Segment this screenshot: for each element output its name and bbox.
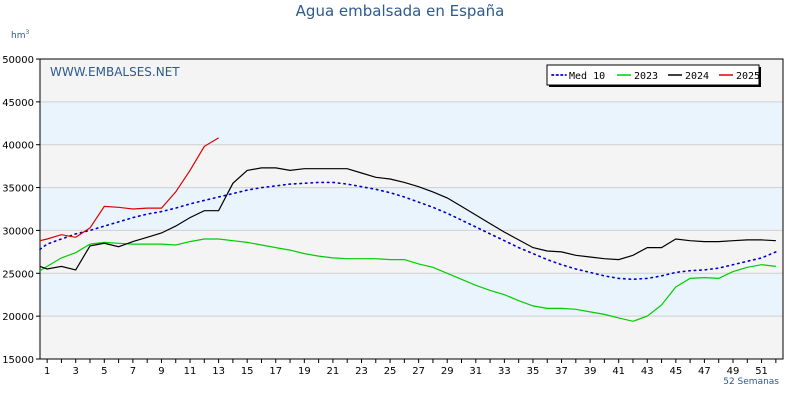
series-line-2023	[39, 238, 776, 322]
legend: Med 10 2023 2024 2025	[546, 64, 761, 87]
x-tick-label: 31	[469, 366, 482, 377]
plot-band	[40, 273, 783, 317]
plot-frame	[39, 58, 784, 360]
x-tick-label: 17	[269, 366, 282, 377]
legend-shadow-bottom	[549, 85, 761, 87]
y-tick-label: 50000	[2, 55, 34, 66]
y-axis-unit: hm3	[11, 29, 29, 41]
x-tick-label: 7	[130, 366, 136, 377]
x-tick-label: 5	[101, 366, 107, 377]
legend-label: 2025	[736, 71, 760, 82]
y-axis-ticks: 15000 20000 25000 30000 35000 40000 45000 50000	[2, 55, 40, 366]
y-tick-label: 15000	[2, 355, 34, 366]
x-tick-label: 49	[727, 366, 740, 377]
y-axis-unit-superscript: 3	[25, 29, 29, 36]
y-tick-label: 30000	[2, 226, 34, 237]
x-tick-label: 29	[441, 366, 454, 377]
y-tick-label: 45000	[2, 98, 34, 109]
x-tick-label: 11	[184, 366, 197, 377]
x-tick-label: 43	[641, 366, 654, 377]
y-axis-unit-base: hm	[11, 31, 25, 41]
x-tick-label: 51	[755, 366, 768, 377]
x-tick-label: 21	[327, 366, 340, 377]
x-tick-label: 47	[698, 366, 711, 377]
legend-label: 2023	[634, 71, 658, 82]
x-tick-label: 1	[44, 366, 50, 377]
y-tick-label: 35000	[2, 184, 34, 195]
x-tick-label: 13	[212, 366, 225, 377]
x-axis-label: 52 Semanas	[723, 377, 779, 387]
x-tick-label: 35	[527, 366, 540, 377]
plot-band	[40, 187, 783, 231]
x-tick-label: 3	[73, 366, 79, 377]
x-tick-label: 25	[384, 366, 397, 377]
x-axis-ticks: 1 3 5 7 9 11 13 15 17 19 21 23 25 27 29 31 33 35 37 39 41 43 4…	[44, 359, 777, 377]
x-tick-label: 27	[412, 366, 425, 377]
x-tick-label: 39	[584, 366, 597, 377]
legend-shadow-right	[759, 67, 761, 87]
y-tick-label: 40000	[2, 141, 34, 152]
x-tick-label: 45	[669, 366, 682, 377]
plot-background-bands	[40, 59, 783, 359]
plot-band	[40, 144, 783, 188]
legend-label: 2024	[685, 71, 709, 82]
chart-title: Agua embalsada en España	[296, 2, 505, 20]
x-tick-label: 33	[498, 366, 511, 377]
plot-band	[40, 316, 783, 359]
x-tick-label: 37	[555, 366, 568, 377]
series-lines	[39, 137, 777, 322]
legend-label: Med 10	[569, 71, 605, 82]
y-tick-label: 20000	[2, 312, 34, 323]
watermark-text: WWW.EMBALSES.NET	[50, 65, 180, 79]
x-tick-label: 23	[355, 366, 368, 377]
x-tick-label: 41	[612, 366, 625, 377]
x-tick-label: 19	[298, 366, 311, 377]
plot-band	[40, 230, 783, 274]
x-tick-label: 9	[158, 366, 164, 377]
series-line-med-10	[39, 181, 777, 281]
series-line-2025	[39, 137, 219, 242]
y-tick-label: 25000	[2, 269, 34, 280]
plot-band	[40, 101, 783, 145]
x-tick-label: 15	[241, 366, 254, 377]
series-line-2024	[39, 167, 776, 271]
